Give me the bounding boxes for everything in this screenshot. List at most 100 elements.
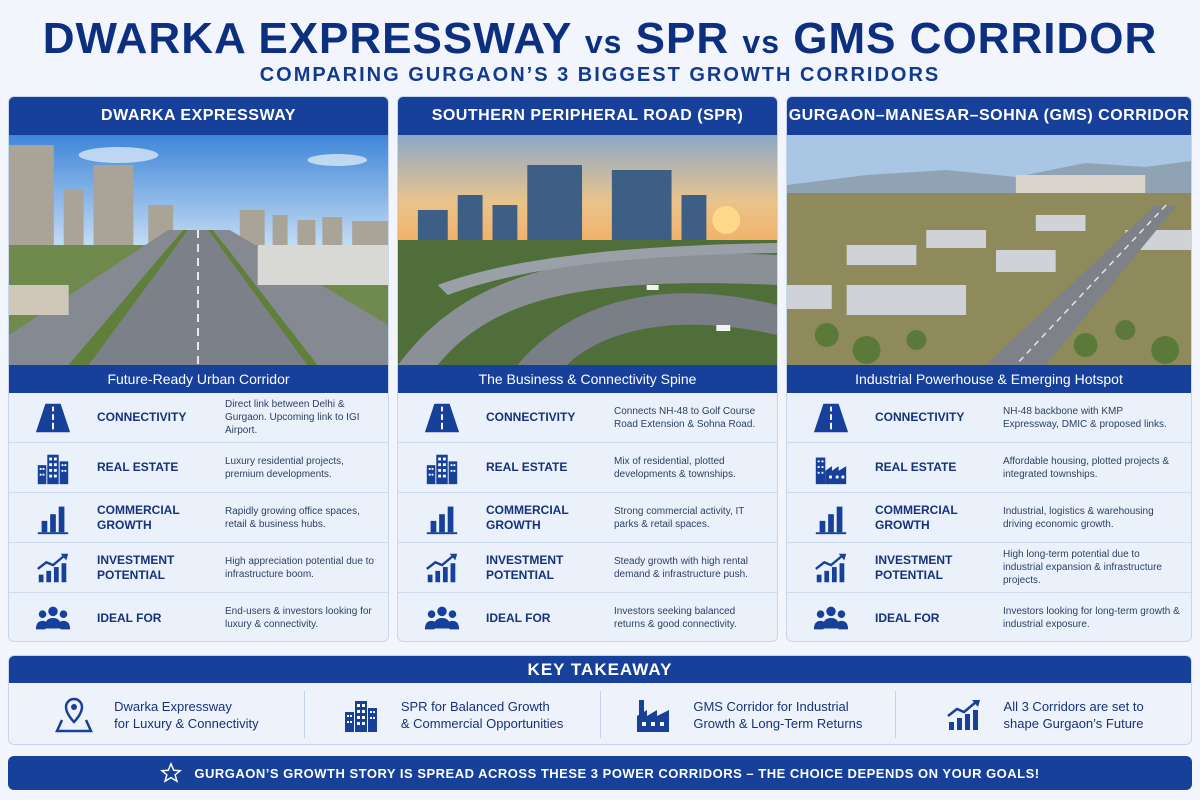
trend-up-icon	[812, 551, 850, 585]
row-label: CONNECTIVITY	[486, 410, 576, 424]
trend-up-icon	[423, 551, 461, 585]
row-label: INVESTMENT POTENTIAL	[97, 552, 175, 582]
bar-chart-icon	[34, 501, 72, 535]
row-description: End-users & investors looking for luxury…	[225, 606, 372, 630]
corridor-card-spr: SOUTHERN PERIPHERAL ROAD (SPR) The Busin…	[397, 96, 778, 642]
bar-chart-icon	[812, 501, 850, 535]
takeaway-text: Growth & Long-Term Returns	[693, 715, 863, 731]
row-description: Luxury residential projects, premium dev…	[225, 455, 344, 480]
row-connectivity: CONNECTIVITY Connects NH-48 to Golf Cour…	[398, 393, 777, 443]
row-label: COMMERCIAL GROWTH	[97, 502, 180, 532]
row-label: REAL ESTATE	[97, 460, 179, 474]
row-commercial-growth: COMMERCIAL GROWTH Rapidly growing office…	[9, 493, 388, 543]
row-investment-potential: INVESTMENT POTENTIAL Steady growth with …	[398, 543, 777, 593]
row-investment-potential: INVESTMENT POTENTIAL High appreciation p…	[9, 543, 388, 593]
row-description: Investors seeking balanced returns & goo…	[614, 606, 737, 630]
row-label: REAL ESTATE	[486, 460, 568, 474]
row-description: Strong commercial activity, IT parks & r…	[614, 505, 745, 530]
takeaway-text: shape Gurgaon’s Future	[1003, 715, 1144, 731]
page-subtitle: COMPARING GURGAON’S 3 BIGGEST GROWTH COR…	[259, 64, 941, 86]
flyover-photo	[398, 135, 777, 365]
factory-buildings-icon	[812, 451, 850, 485]
row-label: CONNECTIVITY	[97, 410, 187, 424]
buildings-icon	[341, 696, 381, 734]
people-icon	[34, 601, 72, 635]
row-description: Industrial, logistics & warehousing driv…	[1003, 505, 1154, 530]
row-ideal-for: IDEAL FOR End-users & investors looking …	[9, 593, 388, 641]
title-vs: vs	[584, 24, 623, 60]
people-icon	[423, 601, 461, 635]
title-gms: GMS CORRIDOR	[793, 14, 1158, 63]
row-description: High long-term potential due to industri…	[1003, 549, 1162, 586]
row-description: Direct link between Delhi & Gurgaon. Upc…	[225, 399, 360, 436]
corridor-card-gms: GURGAON–MANESAR–SOHNA (GMS) CORRIDOR Ind…	[786, 96, 1192, 642]
row-label: IDEAL FOR	[97, 610, 162, 625]
key-takeaway-heading: KEY TAKEAWAY	[9, 656, 1191, 683]
takeaway-item-all: All 3 Corridors are set to shape Gurgaon…	[896, 691, 1191, 738]
row-investment-potential: INVESTMENT POTENTIAL High long-term pote…	[787, 543, 1191, 593]
key-takeaway-panel: KEY TAKEAWAY Dwarka Expressway for Luxur…	[8, 655, 1192, 745]
takeaway-text: for Luxury & Connectivity	[114, 715, 259, 731]
corridor-card-dwarka: DWARKA EXPRESSWAY Future-Ready Urban Cor…	[8, 96, 389, 642]
road-icon	[34, 401, 72, 435]
people-icon	[812, 601, 850, 635]
row-description: Investors looking for long-term growth &…	[1003, 606, 1180, 630]
row-label: IDEAL FOR	[875, 610, 940, 625]
expressway-photo	[9, 135, 388, 365]
row-ideal-for: IDEAL FOR Investors seeking balanced ret…	[398, 593, 777, 641]
takeaway-item-spr: SPR for Balanced Growth & Commercial Opp…	[305, 691, 601, 738]
row-ideal-for: IDEAL FOR Investors looking for long-ter…	[787, 593, 1191, 641]
row-real-estate: REAL ESTATE Luxury residential projects,…	[9, 443, 388, 493]
takeaway-text: & Commercial Opportunities	[400, 715, 564, 731]
trend-up-icon	[34, 551, 72, 585]
title-spr: SPR	[635, 14, 730, 63]
title-dwarka: DWARKA EXPRESSWAY	[42, 14, 572, 63]
map-pin-icon	[54, 696, 94, 734]
factory-icon	[633, 696, 673, 734]
footer-text: GURGAON’S GROWTH STORY IS SPREAD ACROSS …	[194, 765, 1040, 781]
buildings-icon	[423, 451, 461, 485]
card-tagline: Industrial Powerhouse & Emerging Hotspot	[787, 365, 1191, 393]
buildings-icon	[34, 451, 72, 485]
bar-chart-icon	[423, 501, 461, 535]
row-description: Affordable housing, plotted projects & i…	[1003, 455, 1170, 480]
row-description: Mix of residential, plotted developments…	[614, 455, 736, 480]
row-label: REAL ESTATE	[875, 460, 957, 474]
takeaway-text: Dwarka Expressway	[114, 698, 232, 714]
row-real-estate: REAL ESTATE Affordable housing, plotted …	[787, 443, 1191, 493]
row-connectivity: CONNECTIVITY NH-48 backbone with KMP Exp…	[787, 393, 1191, 443]
row-description: NH-48 backbone with KMP Expressway, DMIC…	[1003, 405, 1167, 430]
row-connectivity: CONNECTIVITY Direct link between Delhi &…	[9, 393, 388, 443]
row-label: IDEAL FOR	[486, 610, 551, 625]
row-label: COMMERCIAL GROWTH	[486, 502, 569, 532]
title-vs: vs	[742, 24, 780, 60]
industrial-photo	[787, 135, 1191, 365]
row-real-estate: REAL ESTATE Mix of residential, plotted …	[398, 443, 777, 493]
star-icon	[160, 762, 182, 784]
card-heading: DWARKA EXPRESSWAY	[9, 97, 388, 135]
row-description: Steady growth with high rental demand & …	[614, 555, 748, 580]
takeaway-item-dwarka: Dwarka Expressway for Luxury & Connectiv…	[9, 691, 305, 738]
trend-up-icon	[944, 696, 984, 734]
road-icon	[812, 401, 850, 435]
page-title: DWARKA EXPRESSWAY vs SPR vs GMS CORRIDOR	[0, 14, 1200, 64]
row-description: Connects NH-48 to Golf Course Road Exten…	[614, 405, 756, 430]
row-label: COMMERCIAL GROWTH	[875, 502, 958, 532]
row-commercial-growth: COMMERCIAL GROWTH Strong commercial acti…	[398, 493, 777, 543]
road-icon	[423, 401, 461, 435]
footer-banner: GURGAON’S GROWTH STORY IS SPREAD ACROSS …	[8, 756, 1192, 790]
row-description: Rapidly growing office spaces, retail & …	[225, 505, 360, 530]
takeaway-text: GMS Corridor for Industrial	[693, 698, 849, 714]
row-label: CONNECTIVITY	[875, 410, 965, 424]
row-description: High appreciation potential due to infra…	[225, 555, 374, 580]
card-heading: SOUTHERN PERIPHERAL ROAD (SPR)	[398, 97, 777, 135]
card-tagline: Future-Ready Urban Corridor	[9, 365, 388, 393]
row-label: INVESTMENT POTENTIAL	[486, 552, 564, 582]
row-commercial-growth: COMMERCIAL GROWTH Industrial, logistics …	[787, 493, 1191, 543]
takeaway-item-gms: GMS Corridor for Industrial Growth & Lon…	[601, 691, 897, 738]
row-label: INVESTMENT POTENTIAL	[875, 552, 953, 582]
card-heading: GURGAON–MANESAR–SOHNA (GMS) CORRIDOR	[787, 97, 1191, 135]
takeaway-text: SPR for Balanced Growth	[400, 698, 550, 714]
card-tagline: The Business & Connectivity Spine	[398, 365, 777, 393]
takeaway-text: All 3 Corridors are set to	[1003, 698, 1144, 714]
